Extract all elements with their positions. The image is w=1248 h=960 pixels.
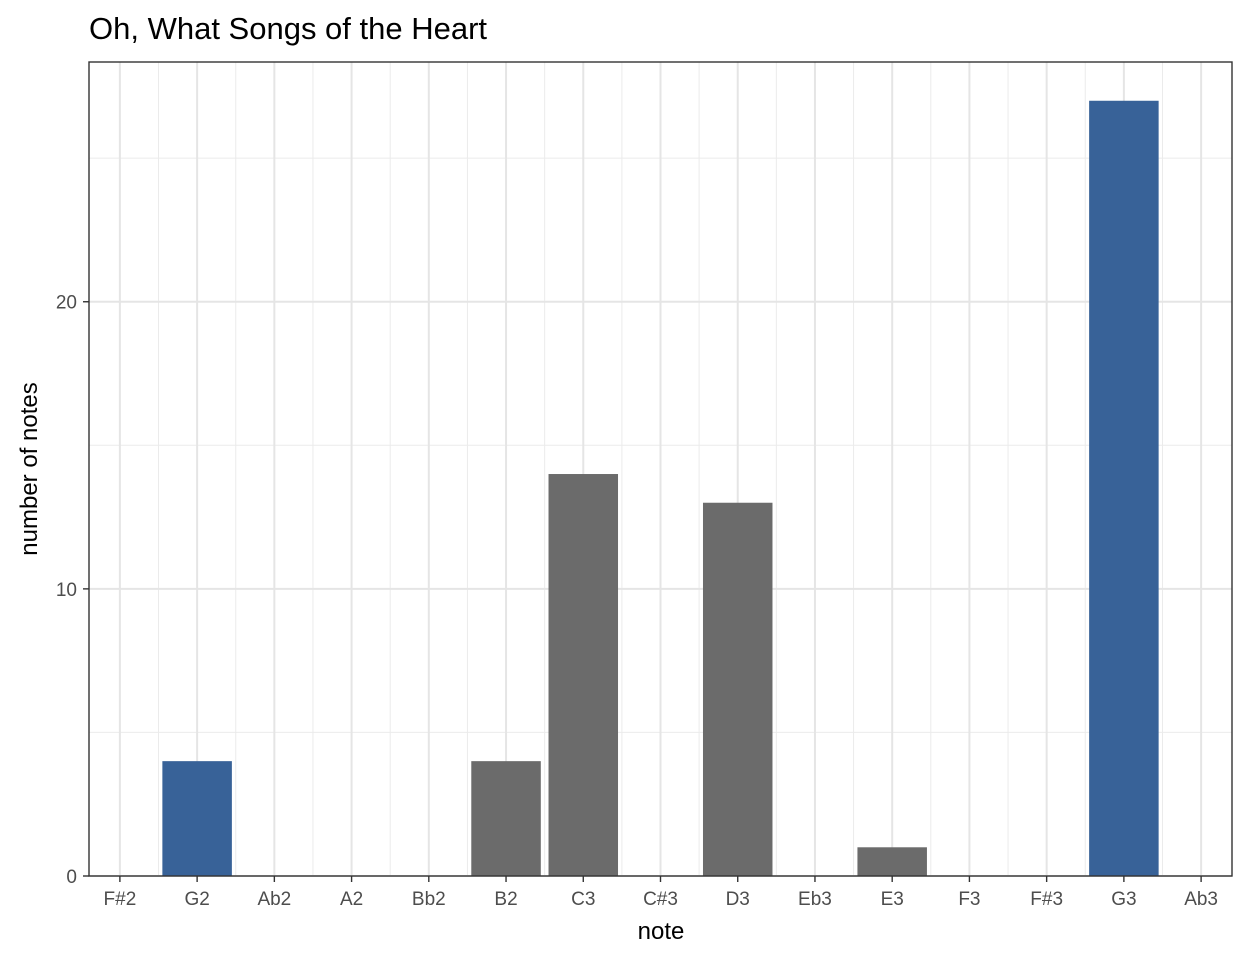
plot-area: 0 10 20 F#2 G2 Ab2 A2 Bb2 B2 C3 C#3 D3 Eb3 E3 F3 F#3 G3 A…	[56, 61, 1233, 910]
y-tick-label: 20	[56, 293, 77, 314]
bar-g2	[162, 761, 232, 876]
x-tick-label: G2	[184, 889, 209, 910]
x-axis-title: note	[638, 918, 685, 945]
x-tick-label: D3	[726, 889, 750, 910]
x-tick-label: F#2	[104, 889, 137, 910]
bar-d3	[702, 502, 773, 876]
x-tick-label: Bb2	[412, 889, 446, 910]
x-tick-label: G3	[1111, 889, 1136, 910]
bar-b2	[471, 761, 541, 876]
x-tick-label: B2	[494, 889, 517, 910]
x-tick-label: C#3	[643, 889, 678, 910]
bar-c3	[548, 474, 619, 876]
chart-title: Oh, What Songs of the Heart	[89, 11, 487, 46]
x-tick-label: C3	[571, 889, 595, 910]
y-tick-label: 0	[66, 867, 77, 888]
x-tick-label: F#3	[1030, 889, 1063, 910]
x-tick-label: Eb3	[798, 889, 832, 910]
bar-g3	[1089, 100, 1159, 876]
bar-e3	[857, 847, 927, 876]
y-tick-label: 10	[56, 580, 77, 601]
y-axis-title: number of notes	[16, 382, 43, 555]
x-tick-label: A2	[340, 889, 363, 910]
x-tick-label: F3	[958, 889, 980, 910]
x-tick-label: Ab3	[1184, 889, 1218, 910]
x-tick-label: E3	[881, 889, 904, 910]
x-tick-label: Ab2	[257, 889, 291, 910]
